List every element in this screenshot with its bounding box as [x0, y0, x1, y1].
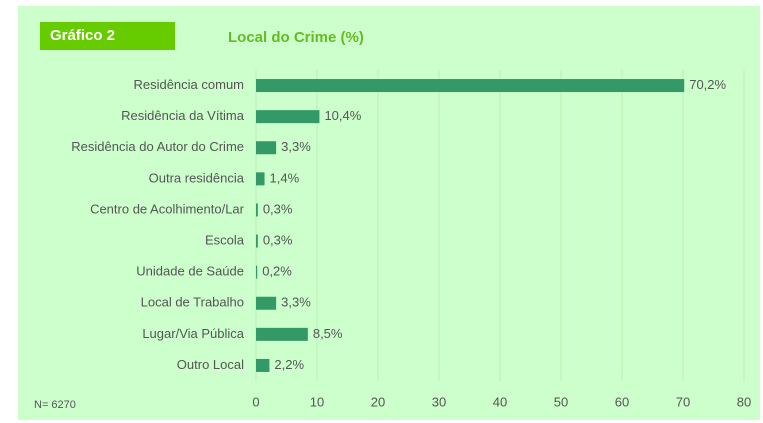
bar	[256, 234, 258, 248]
data-label: 0,3%	[263, 232, 293, 247]
x-tick-label: 0	[252, 394, 259, 409]
data-label: 0,3%	[263, 201, 293, 216]
bar	[256, 327, 308, 341]
x-tick-label: 20	[371, 394, 385, 409]
y-tick-label: Centro de Acolhimento/Lar	[90, 201, 245, 216]
x-tick-label: 70	[676, 394, 690, 409]
data-label: 8,5%	[313, 326, 343, 341]
data-label: 3,3%	[281, 139, 311, 154]
x-tick-label: 80	[737, 394, 751, 409]
y-tick-label: Residência comum	[133, 77, 244, 92]
y-tick-label: Unidade de Saúde	[136, 264, 244, 279]
x-tick-label: 30	[432, 394, 446, 409]
y-tick-label: Residência do Autor do Crime	[71, 139, 244, 154]
data-label: 10,4%	[324, 108, 361, 123]
y-tick-label: Local de Trabalho	[141, 295, 244, 310]
data-label: 1,4%	[270, 170, 300, 185]
note: N= 6270	[34, 399, 76, 411]
bar	[256, 296, 277, 310]
bar	[256, 172, 265, 186]
bar	[256, 358, 270, 372]
y-tick-label: Outra residência	[149, 170, 245, 185]
data-label: 70,2%	[689, 77, 726, 92]
chart-background	[18, 6, 760, 420]
bar	[256, 265, 258, 279]
data-label: 0,2%	[262, 264, 292, 279]
x-tick-label: 60	[615, 394, 629, 409]
x-tick-label: 50	[554, 394, 568, 409]
bar	[256, 203, 258, 217]
bar	[256, 141, 277, 155]
bar	[256, 110, 320, 124]
y-tick-label: Outro Local	[177, 357, 244, 372]
y-tick-label: Residência da Vítima	[121, 108, 245, 123]
x-tick-label: 40	[493, 394, 507, 409]
chart-title: Local do Crime (%)	[228, 29, 364, 46]
x-tick-label: 10	[310, 394, 324, 409]
figure-label: Gráfico 2	[50, 27, 115, 44]
data-label: 2,2%	[274, 357, 304, 372]
y-tick-label: Lugar/Via Pública	[142, 326, 244, 341]
figure-label-box	[40, 22, 175, 50]
data-label: 3,3%	[281, 295, 311, 310]
bar	[256, 79, 685, 93]
y-tick-label: Escola	[205, 232, 245, 247]
